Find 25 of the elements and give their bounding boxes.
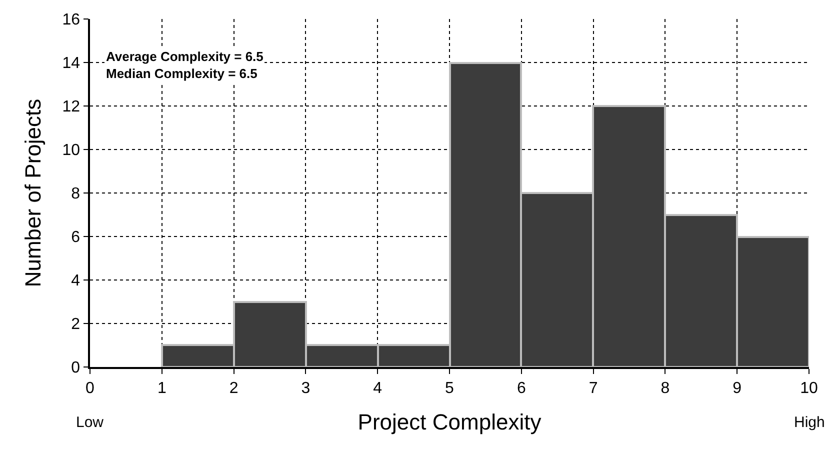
x-tick-label: 7 <box>588 380 598 397</box>
y-tick-label: 12 <box>62 98 80 116</box>
x-tick-label: 9 <box>732 380 742 397</box>
text: High <box>794 414 825 431</box>
y-tick-label: 0 <box>71 360 80 377</box>
y-tick-label: 4 <box>71 272 80 290</box>
y-tick-label: 2 <box>71 316 80 334</box>
x-tick-label: 0 <box>86 380 95 397</box>
y-axis-title: Number of Projects <box>20 98 46 288</box>
y-tick-label: 16 <box>62 12 80 29</box>
y-tick-label: 14 <box>62 55 80 72</box>
x-tick-label: 10 <box>800 380 818 397</box>
y-tick-label: 6 <box>71 229 80 246</box>
annotation: Average Complexity = 6.5 Median Complexity = 6.5 <box>106 49 264 81</box>
y-tick-label: 8 <box>71 186 80 203</box>
y-tick-label: 10 <box>62 142 80 160</box>
x-tick-label: 2 <box>229 380 238 397</box>
x-tick-label: 1 <box>157 380 166 397</box>
x-axis-title: Project Complexity <box>358 409 542 434</box>
x-tick-label: 8 <box>660 380 670 397</box>
text: Low <box>76 414 104 431</box>
x-tick-label: 4 <box>373 380 382 397</box>
x-tick-label: 5 <box>445 380 454 397</box>
x-tick-label: 6 <box>516 380 526 397</box>
x-tick-label: 3 <box>301 380 310 397</box>
